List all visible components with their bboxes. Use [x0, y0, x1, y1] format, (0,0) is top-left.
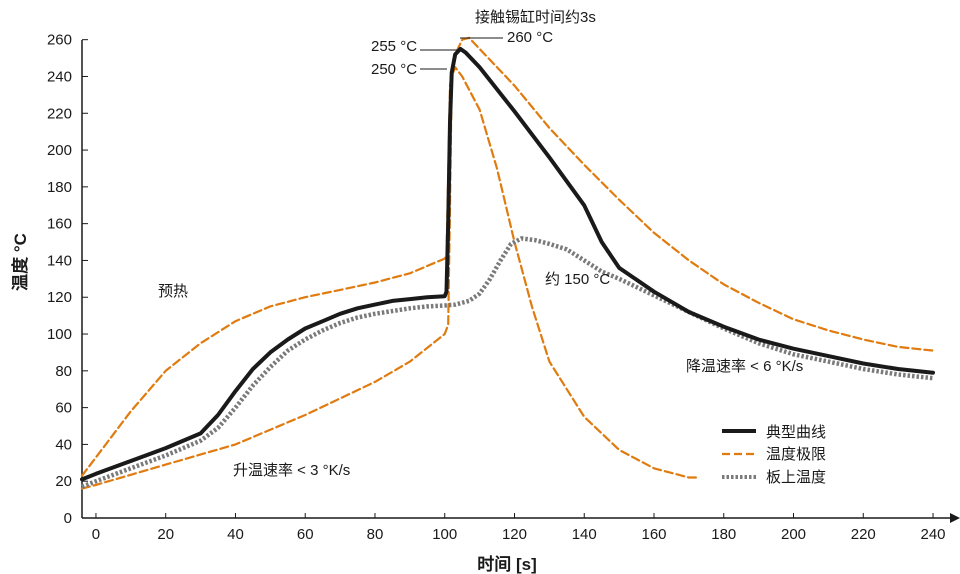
contact-time-annotation: 接触锡缸时间约3s	[475, 8, 596, 26]
t260-label: 260 °C	[507, 29, 553, 46]
x-tick-label: 200	[781, 526, 806, 543]
ramp-down-label: 降温速率 < 6 °K/s	[686, 358, 803, 375]
about-150-label: 约 150 °C	[545, 271, 610, 288]
y-tick-label: 20	[55, 473, 72, 490]
y-tick-label: 40	[55, 436, 72, 453]
x-tick-label: 160	[641, 526, 666, 543]
legend-label-board: 板上温度	[766, 468, 826, 486]
y-tick-label: 80	[55, 363, 72, 380]
y-tick-label: 0	[64, 510, 72, 527]
legend-label-limits: 温度极限	[766, 446, 826, 463]
y-tick-label: 220	[47, 105, 72, 122]
x-axis-title: 时间 [s]	[477, 554, 537, 574]
x-tick-label: 140	[572, 526, 597, 543]
y-tick-label: 140	[47, 252, 72, 269]
legend-label-typical: 典型曲线	[766, 424, 826, 441]
y-tick-label: 200	[47, 142, 72, 159]
t250-label: 250 °C	[371, 61, 417, 78]
ticks: 0 20 40 60 80 100 120 140 160 180 200 220 240 0 20 40 60…	[47, 32, 946, 543]
x-axis-arrow	[950, 513, 960, 523]
y-axis-title: 温度 °C	[10, 233, 30, 291]
ramp-up-label: 升温速率 < 3 °K/s	[233, 462, 350, 479]
axes	[81, 40, 960, 523]
legend: 典型曲线 温度极限 板上温度	[722, 424, 826, 486]
y-tick-label: 100	[47, 326, 72, 343]
x-tick-label: 240	[921, 526, 946, 543]
x-tick-label: 180	[711, 526, 736, 543]
y-tick-label: 60	[55, 400, 72, 417]
y-tick-label: 240	[47, 68, 72, 85]
x-tick-label: 100	[432, 526, 457, 543]
series-line-dashed-1	[80, 36, 935, 477]
x-tick-label: 120	[502, 526, 527, 543]
series-line-solid-0	[80, 46, 935, 482]
y-tick-label: 160	[47, 216, 72, 233]
series-layer	[80, 36, 935, 490]
x-tick-label: 80	[367, 526, 384, 543]
series-line-dashed-2	[80, 66, 697, 490]
x-tick-label: 60	[297, 526, 314, 543]
t255-label: 255 °C	[371, 38, 417, 55]
x-tick-label: 220	[851, 526, 876, 543]
x-tick-label: 0	[92, 526, 100, 543]
preheat-label: 预热	[158, 283, 188, 300]
y-tick-label: 180	[47, 179, 72, 196]
y-tick-label: 120	[47, 289, 72, 306]
x-tick-label: 20	[157, 526, 174, 543]
x-tick-label: 40	[227, 526, 244, 543]
y-tick-label: 260	[47, 32, 72, 49]
